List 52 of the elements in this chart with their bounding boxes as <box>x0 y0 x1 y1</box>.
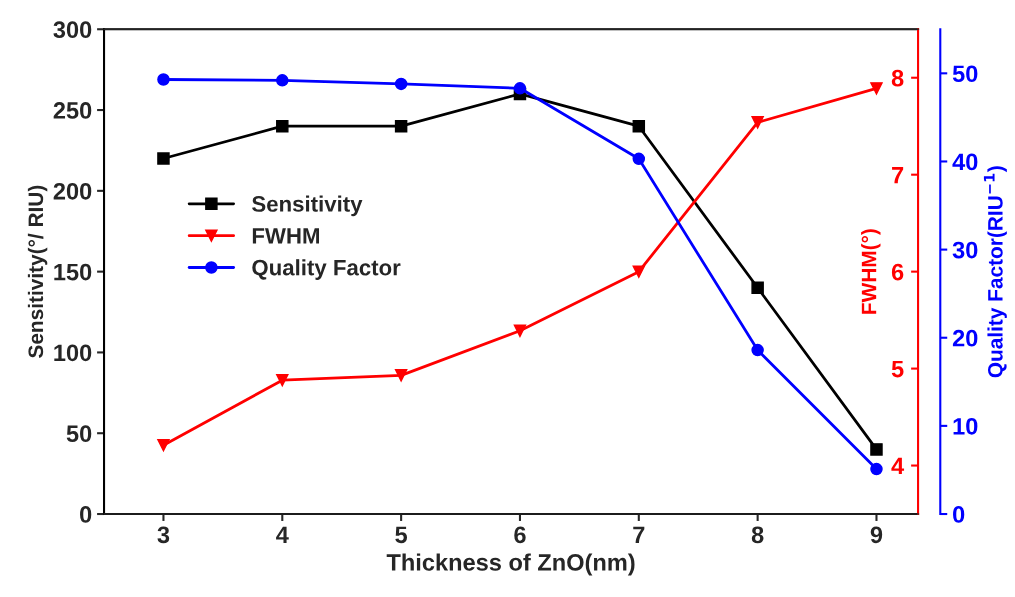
point <box>870 443 883 456</box>
point <box>513 82 527 95</box>
x-tick-label: 6 <box>514 526 526 544</box>
legend-label: Sensitivity <box>252 195 363 217</box>
y-tick-label: 300 <box>53 21 92 39</box>
point <box>632 265 646 278</box>
point <box>632 119 646 133</box>
y3-tick-label: 0 <box>953 506 965 523</box>
x-tick-label: 4 <box>276 526 289 543</box>
point <box>394 369 408 382</box>
y3-tick-label: 10 <box>953 417 978 435</box>
y-axis-title: Sensitivity(°/ RIU) <box>27 185 48 358</box>
y3-tick-label: 50 <box>952 65 978 83</box>
x-tick-label: 9 <box>870 526 883 544</box>
x-axis-title: Thickness of ZnO(nm) <box>386 553 635 576</box>
y-tick-label: 250 <box>53 102 92 119</box>
point <box>870 462 883 476</box>
y3-tick-label: 30 <box>952 241 978 259</box>
point <box>276 373 289 387</box>
y2-tick-label: 5 <box>891 360 904 378</box>
point <box>751 116 764 129</box>
y-tick-label: 150 <box>54 263 92 281</box>
point <box>276 119 289 133</box>
legend-label: FWHM <box>252 228 319 244</box>
y3-tick-label: 20 <box>952 329 978 347</box>
legend-label: Quality Factor <box>252 259 401 280</box>
y2-tick-label: 6 <box>891 263 904 281</box>
x-tick-label: 3 <box>157 526 170 544</box>
y-tick-label: 0 <box>80 506 92 523</box>
x-tick-label: 7 <box>633 526 645 543</box>
point <box>276 74 289 87</box>
point <box>632 152 646 166</box>
point <box>157 152 170 165</box>
y-tick-label: 50 <box>66 425 92 443</box>
point <box>157 438 170 452</box>
point <box>751 343 764 357</box>
point <box>157 73 170 86</box>
y2-tick-label: 8 <box>891 69 904 87</box>
y3-axis-title: Quality Factor(RIU$^{−1}$) <box>983 166 1007 378</box>
y2-tick-label: 7 <box>892 166 904 184</box>
point <box>751 281 764 295</box>
x-tick-label: 5 <box>395 526 408 544</box>
point <box>394 77 408 91</box>
y2-axis-title: FWHM(°) <box>861 229 881 314</box>
y-tick-label: 100 <box>54 344 92 362</box>
point <box>870 82 883 95</box>
x-tick-label: 8 <box>751 526 764 544</box>
y2-tick-label: 4 <box>891 457 905 475</box>
y-tick-label: 200 <box>53 182 92 200</box>
point <box>513 324 527 338</box>
y3-tick-label: 40 <box>952 153 978 171</box>
point <box>394 119 408 133</box>
